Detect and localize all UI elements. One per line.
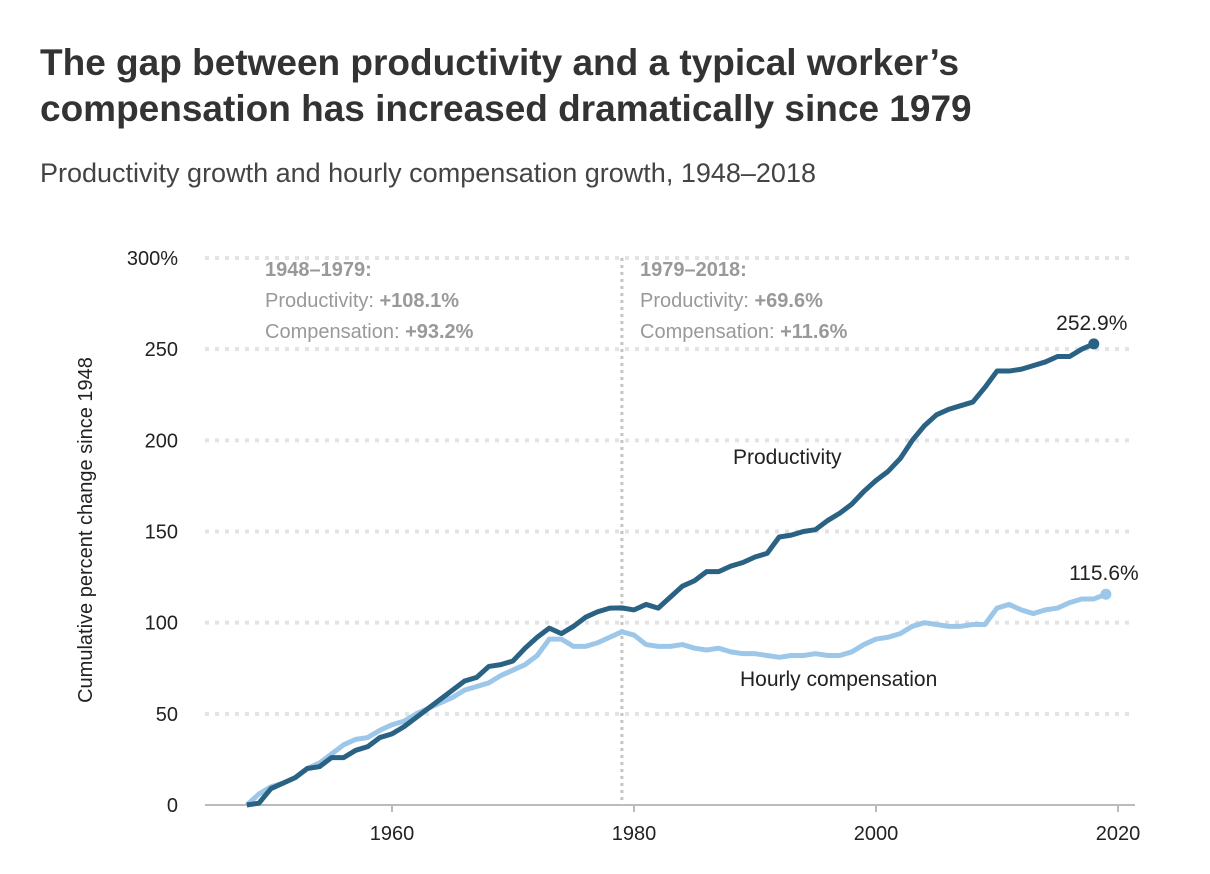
y-tick-label: 0 <box>167 795 178 817</box>
chart-subtitle: Productivity growth and hourly compensat… <box>40 158 816 188</box>
x-tick-label: 1980 <box>612 823 657 845</box>
chart-title: The gap between productivity and a typic… <box>40 42 972 129</box>
annotation-line: Compensation: +11.6% <box>640 321 848 343</box>
y-tick-label: 100 <box>145 613 178 635</box>
annotation-line: Productivity: +69.6% <box>640 290 823 312</box>
annotation-line: Compensation: +93.2% <box>265 321 474 343</box>
y-tick-label: 250 <box>145 339 178 361</box>
series-line-productivity <box>246 341 1095 808</box>
annotation-heading: 1979–2018: <box>640 259 747 281</box>
y-tick-label: 200 <box>145 430 178 452</box>
annotation-heading: 1948–1979: <box>265 259 372 281</box>
end-point <box>1088 338 1100 350</box>
y-tick-label: 150 <box>145 522 178 544</box>
annotation-line: Productivity: +108.1% <box>265 290 459 312</box>
y-tick-label: 50 <box>156 704 178 726</box>
series-line-compensation <box>245 591 1107 807</box>
x-tick-label: 2020 <box>1096 823 1141 845</box>
end-label: 115.6% <box>1069 562 1139 585</box>
x-tick-label: 1960 <box>370 823 415 845</box>
y-tick-label: 300% <box>127 248 178 270</box>
series-label-productivity: Productivity <box>733 446 842 469</box>
y-axis-label: Cumulative percent change since 1948 <box>75 357 97 703</box>
x-tick-label: 2000 <box>854 823 899 845</box>
series-label-compensation: Hourly compensation <box>740 668 937 691</box>
end-point <box>1100 588 1112 600</box>
end-label: 252.9% <box>1056 312 1127 335</box>
